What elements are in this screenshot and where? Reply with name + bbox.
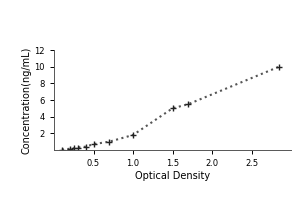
Y-axis label: Concentration(ng/mL): Concentration(ng/mL) <box>22 46 32 154</box>
X-axis label: Optical Density: Optical Density <box>135 171 210 181</box>
